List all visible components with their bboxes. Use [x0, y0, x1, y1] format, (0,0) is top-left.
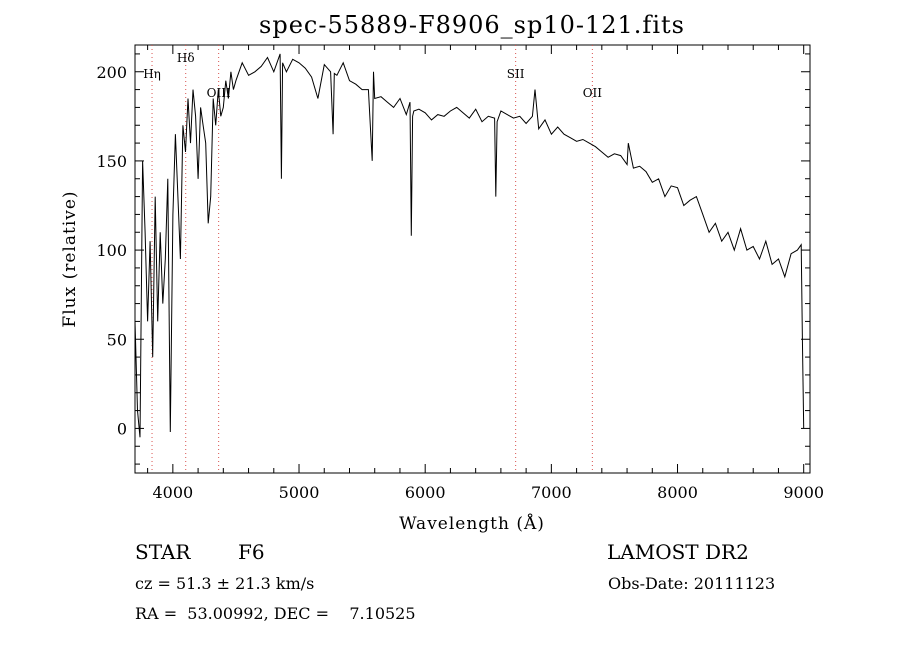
x-axis-label: Wavelength (Å) — [399, 513, 545, 534]
spectrum-line — [134, 53, 805, 438]
object-subclass: F6 — [238, 540, 265, 564]
y-axis-label: Flux (relative) — [60, 190, 80, 327]
survey-name: LAMOST DR2 — [607, 540, 749, 564]
axis-ticks: 4000 5000 6000 7000 8000 9000 0 50 100 150 200 — [96, 45, 824, 502]
y-tick-label: 200 — [96, 63, 127, 82]
line-marker-label: Hη — [143, 67, 161, 81]
line-marker-label: Hδ — [177, 51, 195, 65]
x-tick-label: 9000 — [783, 483, 824, 502]
obs-date-text: Obs-Date: 20111123 — [608, 574, 776, 593]
y-tick-label: 150 — [96, 152, 127, 171]
object-class: STAR — [135, 540, 191, 564]
x-tick-label: 8000 — [657, 483, 698, 502]
redshift-text: cz = 51.3 ± 21.3 km/s — [135, 574, 315, 593]
coordinates-text: RA = 53.00992, DEC = 7.10525 — [135, 604, 416, 623]
y-tick-label: 50 — [107, 330, 127, 349]
x-tick-label: 6000 — [405, 483, 446, 502]
chart-title: spec-55889-F8906_sp10-121.fits — [259, 11, 685, 39]
y-tick-label: 100 — [96, 241, 127, 260]
line-marker-label: OII — [583, 86, 603, 100]
x-tick-label: 5000 — [279, 483, 320, 502]
y-tick-label: 0 — [117, 419, 127, 438]
plot-frame — [134, 44, 811, 474]
line-marker-label: SII — [507, 67, 525, 81]
x-tick-label: 7000 — [531, 483, 572, 502]
x-tick-label: 4000 — [152, 483, 193, 502]
